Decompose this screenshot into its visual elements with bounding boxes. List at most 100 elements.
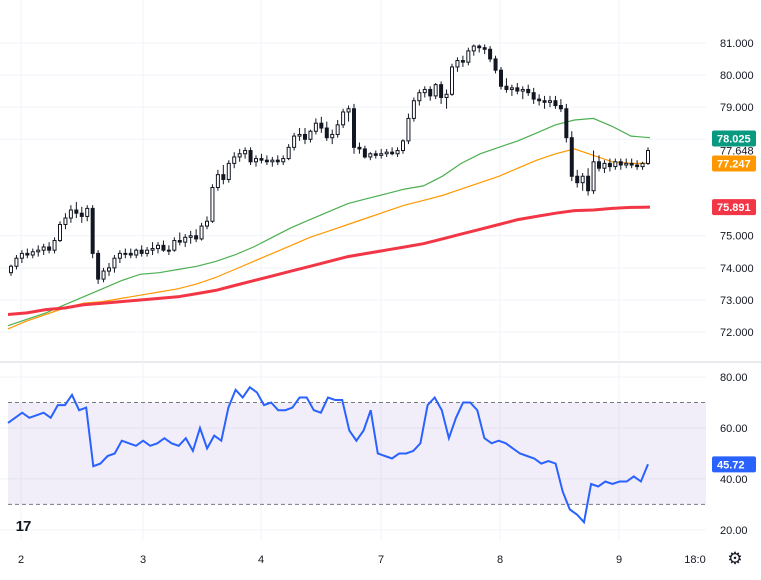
candle-body [482,47,487,50]
candle-body [564,108,569,139]
candle [145,246,150,257]
rsi-tick-label: 40.00 [720,474,748,486]
candle-body [308,130,313,140]
candle-body [41,246,46,251]
candle-body [401,140,405,152]
x-tick-label: 7 [378,554,384,566]
candle [324,121,329,141]
rsi-line [7,385,649,525]
candle [74,201,79,219]
candle [460,55,465,67]
candle-body [9,265,13,274]
candle-body [264,159,269,163]
candle [504,78,509,93]
candle-body [79,212,84,217]
value-badge-label: 75.891 [717,202,751,214]
candle-body [123,252,128,255]
gear-icon[interactable]: ⚙ [727,549,743,569]
x-tick-label: 18:0 [684,554,705,566]
candle [52,237,57,254]
candle [466,47,471,66]
candle-body [101,270,106,280]
candle-body [586,175,591,192]
candle-body [96,252,101,280]
candle [243,147,248,159]
candle-body [406,117,411,142]
candle [580,173,585,191]
candle [635,160,640,170]
candle [68,205,73,223]
candle-body [188,235,193,238]
candle-body [373,153,378,156]
candle-body [591,161,596,192]
candle [313,118,318,135]
candle [264,155,269,165]
candle-body [117,252,122,259]
candle [107,263,111,276]
candle [25,248,30,259]
candle [553,95,558,109]
candle-body [47,246,52,251]
candle-body [411,100,416,119]
candle [101,267,106,283]
candle [156,242,160,254]
candle-body [618,161,623,166]
candle [352,103,356,154]
candle [629,158,634,169]
candle-body [237,153,242,158]
moving-average-line [7,205,651,316]
candle-body [183,236,188,243]
candle [308,129,313,143]
candle [395,147,400,157]
candle [226,160,231,183]
candle-body [19,252,24,259]
candle-body [313,122,318,132]
candle-body [341,111,346,126]
candle [362,145,367,159]
candle [390,147,395,156]
candle [248,147,253,165]
candle [531,87,536,104]
candle [591,150,596,194]
rsi-tick-label: 20.00 [720,525,748,537]
candle-body [439,84,444,99]
candle-body [221,174,226,180]
candle [618,158,623,170]
candle-body [330,133,335,139]
candle-body [232,156,237,164]
candlesticks [9,44,650,284]
candle [166,245,171,255]
candle [548,95,552,108]
candle-body [575,175,580,184]
candle [401,139,405,154]
candle [254,155,258,167]
candle-body [390,151,395,155]
candle [194,229,199,243]
candle [357,142,362,154]
candle-body [199,225,204,240]
candle-body [460,60,465,63]
tradingview-logo: 17 [15,517,32,535]
price-tick-label: 75.000 [720,231,754,243]
value-badge-bg [712,456,756,473]
price-tick-label: 72.000 [720,327,754,339]
moving-average-line [7,148,650,330]
candle-body [548,100,552,103]
candle-body [624,162,629,166]
candle [96,250,101,284]
candle-body [172,240,177,251]
candle [613,158,618,170]
candle [542,95,547,109]
candle-body [542,100,547,103]
candle-body [471,45,476,52]
candle-body [433,84,438,97]
candle-body [553,100,558,107]
candle [221,165,226,185]
candle-body [215,174,220,188]
candle-body [286,146,291,160]
candle-body [362,148,367,158]
value-badge: 77.247 [712,155,756,172]
candle [526,84,531,96]
candle [341,108,346,129]
